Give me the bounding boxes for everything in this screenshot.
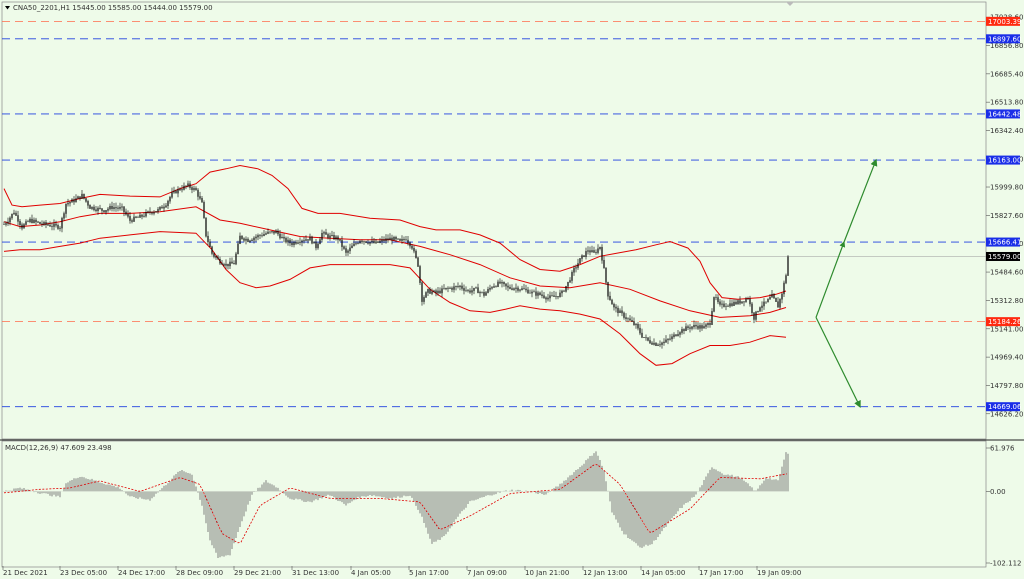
- forecast-arrows: [815, 158, 878, 408]
- level-price-tag: 14669.06: [986, 402, 1022, 412]
- price-axis[interactable]: 17028.6016856.8016685.4016513.8016342.40…: [986, 14, 1023, 419]
- time-tick-label: 5 Jan 17:00: [409, 569, 449, 577]
- main-pane-frame: [1, 1, 987, 440]
- forecast-arrow-up: [815, 158, 878, 318]
- level-price-label: 15184.26: [988, 318, 1022, 326]
- bollinger-lower-band: [3, 231, 787, 366]
- bollinger-upper-band: [3, 164, 787, 300]
- price-tick-label: 15312.80: [990, 297, 1023, 305]
- symbol-info: CNA50_2201,H1 15445.00 15585.00 15444.00…: [13, 4, 213, 12]
- forecast-arrow-down: [815, 317, 861, 408]
- time-tick-label: 23 Dec 05:00: [60, 569, 107, 577]
- time-tick-label: 29 Dec 21:00: [234, 569, 281, 577]
- macd-tick-label: 61.976: [990, 445, 1015, 453]
- price-tick-label: 15141.00: [990, 325, 1023, 333]
- price-tick-label: 15484.60: [990, 269, 1023, 277]
- bollinger-bands: [3, 164, 787, 366]
- time-tick-label: 21 Dec 2021: [3, 569, 48, 577]
- price-tick-label: 16342.40: [990, 127, 1023, 135]
- macd-tick-label: 0.00: [990, 488, 1006, 496]
- price-tick-label: 16513.80: [990, 99, 1023, 107]
- time-tick-label: 17 Jan 17:00: [699, 569, 743, 577]
- price-tick-label: 16685.40: [990, 70, 1023, 78]
- time-tick-label: 31 Dec 13:00: [292, 569, 339, 577]
- time-tick-label: 10 Jan 21:00: [525, 569, 569, 577]
- price-tick-label: 16856.80: [990, 42, 1023, 50]
- price-tick-label: 15999.80: [990, 184, 1023, 192]
- macd-tick-label: -102.112: [990, 560, 1021, 568]
- menu-triangle-icon[interactable]: [5, 6, 10, 10]
- time-axis[interactable]: 21 Dec 2021 23 Dec 05:00 24 Dec 17:00 28 De…: [2, 566, 801, 577]
- macd-signal-line: [3, 463, 788, 544]
- time-tick-label: 12 Jan 13:00: [583, 569, 627, 577]
- candles: [3, 180, 789, 349]
- level-price-tag: 16897.60: [986, 34, 1021, 44]
- level-price-tag: 17003.39: [986, 16, 1021, 26]
- price-tick-label: 14969.40: [990, 354, 1023, 362]
- price-tick-label: 14626.20: [990, 410, 1023, 418]
- time-tick-label: 28 Dec 09:00: [176, 569, 223, 577]
- level-price-label: 16442.48: [988, 110, 1021, 118]
- price-tick-label: 14797.80: [990, 382, 1023, 390]
- scroll-marker-icon[interactable]: [786, 2, 794, 6]
- time-tick-label: 19 Jan 09:00: [757, 569, 801, 577]
- time-tick-label: 14 Jan 05:00: [641, 569, 685, 577]
- time-tick-label: 24 Dec 17:00: [118, 569, 165, 577]
- time-tick-label: 7 Jan 09:00: [467, 569, 507, 577]
- current-price-tag: 15579.00: [986, 251, 1021, 261]
- level-price-tag: 16442.48: [986, 109, 1021, 119]
- level-price-tag: 16163.00: [986, 155, 1021, 165]
- level-lines: [2, 20, 986, 408]
- macd-info: MACD(12,26,9) 47.609 23.498: [5, 444, 112, 452]
- macd-indicator: 61.976 0.00 -102.112: [3, 445, 1021, 568]
- level-price-label: 17003.39: [988, 18, 1021, 26]
- macd-pane-frame: [1, 440, 987, 568]
- level-price-label: 16897.60: [988, 35, 1021, 43]
- price-tags: 17003.39 16897.60 16442.48 16163.00 15666.41…: [986, 16, 1022, 412]
- bollinger-middle-band: [3, 206, 787, 318]
- time-tick-label: 4 Jan 05:00: [351, 569, 391, 577]
- level-price-label: 14669.06: [988, 403, 1022, 411]
- level-price-label: 16163.00: [988, 157, 1021, 165]
- level-price-tag: 15666.41: [986, 237, 1021, 247]
- price-tick-label: 15827.60: [990, 212, 1023, 220]
- level-price-label: 15666.41: [988, 239, 1021, 247]
- current-price-label: 15579.00: [988, 253, 1021, 261]
- level-price-tag: 15184.26: [986, 317, 1022, 327]
